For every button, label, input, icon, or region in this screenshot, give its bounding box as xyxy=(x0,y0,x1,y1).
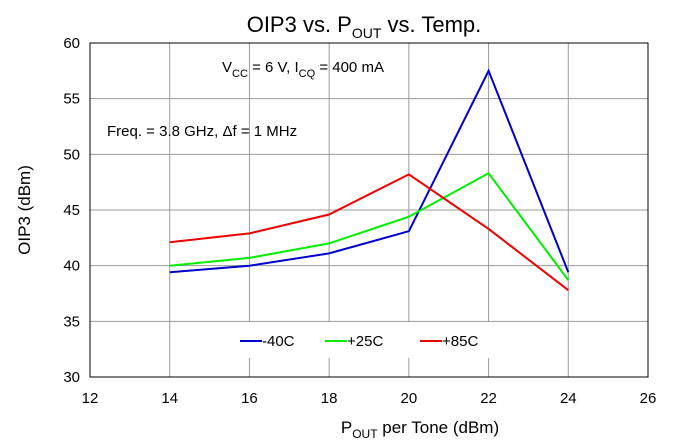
y-tick-label: 40 xyxy=(63,258,80,275)
y-tick-label: 30 xyxy=(63,369,80,386)
series-line xyxy=(169,172,570,281)
annotation-frequency: Freq. = 3.8 GHz, Δf = 1 MHz xyxy=(107,123,297,140)
x-tick-label: 24 xyxy=(560,390,577,407)
y-axis-title: OIP3 (dBm) xyxy=(15,165,34,255)
y-tick-label: 45 xyxy=(63,202,80,219)
x-tick-label: 14 xyxy=(161,390,178,407)
x-tick-label: 12 xyxy=(82,390,99,407)
legend-item: +85C xyxy=(420,333,478,350)
legend-item: +25C xyxy=(325,333,383,350)
y-tick-labels: 30 35 40 45 50 55 60 xyxy=(63,35,80,386)
y-tick-label: 35 xyxy=(63,313,80,330)
legend-item: -40C xyxy=(240,333,295,350)
x-tick-label: 22 xyxy=(480,390,497,407)
x-tick-label: 26 xyxy=(640,390,657,407)
y-tick-label: 55 xyxy=(63,91,80,108)
grid-lines xyxy=(90,43,648,377)
series-line xyxy=(169,173,569,291)
legend-label: -40C xyxy=(262,333,295,350)
x-tick-label: 16 xyxy=(241,390,258,407)
x-tick-label: 20 xyxy=(401,390,418,407)
series-line xyxy=(169,68,570,274)
legend: -40C +25C +85C xyxy=(240,333,478,350)
legend-label: +25C xyxy=(347,333,383,350)
legend-label: +85C xyxy=(442,333,478,350)
y-tick-label: 60 xyxy=(63,35,80,52)
x-tick-labels: 12 14 16 18 20 22 24 26 xyxy=(82,390,657,407)
y-tick-label: 50 xyxy=(63,146,80,163)
x-tick-label: 18 xyxy=(321,390,338,407)
annotation-conditions: VCC = 6 V, ICQ = 400 mA xyxy=(222,59,384,80)
chart-title: OIP3 vs. POUT vs. Temp. xyxy=(247,12,482,41)
plot-frame xyxy=(89,42,649,378)
x-axis-title: POUT per Tone (dBm) xyxy=(341,418,499,441)
series-lines xyxy=(169,68,570,291)
